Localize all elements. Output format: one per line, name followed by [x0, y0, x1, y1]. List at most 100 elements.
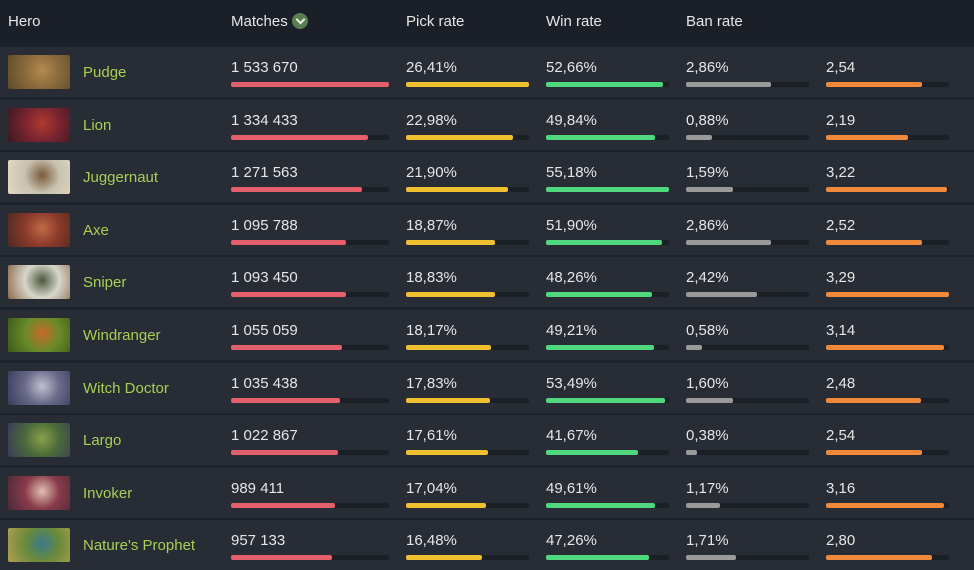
matches-bar-track	[231, 239, 389, 245]
header-matches[interactable]: Matches	[231, 13, 308, 30]
hero-portrait[interactable]	[8, 265, 70, 300]
table-row[interactable]: Largo 1 022 867 17,61% 41,67% 0,38% 2,54	[0, 415, 974, 466]
matches-bar-track	[231, 555, 389, 561]
ban-bar-track	[686, 397, 809, 403]
header-hero[interactable]: Hero	[8, 13, 41, 30]
hero-name-link[interactable]: Sniper	[83, 274, 127, 292]
header-win-rate[interactable]: Win rate	[546, 13, 602, 30]
matches-bar-fill	[231, 502, 336, 508]
table-row[interactable]: Sniper 1 093 450 18,83% 48,26% 2,42% 3,29	[0, 257, 974, 308]
matches-bar-fill	[231, 134, 369, 140]
hero-name-link[interactable]: Invoker	[83, 484, 133, 502]
table-row[interactable]: Lion 1 334 433 22,98% 49,84% 0,88% 2,19	[0, 99, 974, 150]
matches-bar-fill	[231, 345, 342, 350]
win-bar-fill	[546, 450, 639, 456]
header-pick-rate[interactable]: Pick rate	[406, 13, 465, 30]
ban-bar-fill	[686, 292, 758, 298]
hero-portrait[interactable]	[8, 475, 70, 510]
hero-name-link[interactable]: Nature's Prophet	[83, 537, 196, 555]
hero-name-link[interactable]: Windranger	[83, 327, 161, 344]
ban-bar-track	[686, 555, 809, 561]
pick-bar-track	[406, 292, 529, 298]
pick-bar-track	[406, 397, 529, 403]
pick-bar-track	[406, 187, 529, 193]
ban-bar-track	[686, 502, 809, 508]
table-row[interactable]: Pudge 1 533 670 26,41% 52,66% 2,86% 2,54	[0, 47, 974, 97]
table-row[interactable]: Witch Doctor 1 035 438 17,83% 53,49% 1,60% 2,…	[0, 362, 974, 413]
kda-value: 2,52	[826, 216, 856, 234]
hero-portrait[interactable]	[8, 528, 70, 563]
hero-portrait[interactable]	[8, 423, 70, 458]
win-bar-fill	[546, 292, 652, 298]
pick-bar-fill	[406, 292, 495, 298]
win-bar-fill	[546, 239, 662, 245]
hero-portrait[interactable]	[8, 212, 70, 247]
ban-value: 0,88%	[686, 111, 729, 129]
matches-bar-track	[231, 502, 389, 508]
table-row[interactable]: Nature's Prophet 957 133 16,48% 47,26% 1,71%…	[0, 520, 974, 570]
ban-bar-fill	[686, 134, 712, 140]
pick-bar-fill	[406, 82, 529, 87]
win-bar-track	[546, 292, 669, 298]
header-ban-rate[interactable]: Ban rate	[686, 13, 743, 30]
table-row[interactable]: Windranger 1 055 059 18,17% 49,21% 0,58% 3,14	[0, 310, 974, 360]
pick-value: 17,83%	[406, 374, 457, 392]
table-row[interactable]: Invoker 989 411 17,04% 49,61% 1,17% 3,16	[0, 467, 974, 518]
hero-portrait[interactable]	[8, 370, 70, 405]
pick-bar-fill	[406, 345, 491, 350]
win-value: 48,26%	[546, 269, 597, 287]
hero-name-link[interactable]: Axe	[83, 221, 109, 239]
win-value: 51,90%	[546, 216, 597, 234]
chevron-down-icon[interactable]	[291, 13, 308, 29]
ban-bar-fill	[686, 82, 771, 87]
kda-value: 2,80	[826, 532, 856, 550]
matches-value: 957 133	[231, 532, 286, 550]
matches-bar-track	[231, 82, 389, 87]
hero-name-link[interactable]: Juggernaut	[83, 169, 159, 187]
ban-bar-track	[686, 345, 809, 350]
hero-portrait[interactable]	[8, 107, 70, 142]
hero-name-link[interactable]: Lion	[83, 116, 112, 134]
kda-bar-fill	[826, 345, 945, 350]
pick-bar-fill	[406, 134, 513, 140]
header-matches-label[interactable]: Matches	[231, 13, 288, 30]
hero-name-link[interactable]: Pudge	[83, 64, 127, 81]
ban-bar-fill	[686, 450, 698, 456]
win-bar-fill	[546, 134, 656, 140]
pick-bar-fill	[406, 187, 509, 193]
matches-value: 989 411	[231, 479, 285, 497]
hero-portrait[interactable]	[8, 160, 70, 195]
kda-value: 2,54	[826, 427, 856, 445]
ban-value: 2,86%	[686, 59, 729, 76]
pick-value: 26,41%	[406, 59, 457, 76]
win-bar-track	[546, 450, 669, 456]
hero-portrait[interactable]	[8, 318, 70, 352]
ban-value: 2,86%	[686, 216, 729, 234]
pick-value: 22,98%	[406, 111, 457, 129]
table-row[interactable]: Axe 1 095 788 18,87% 51,90% 2,86% 2,52	[0, 204, 974, 255]
pick-value: 21,90%	[406, 164, 457, 182]
kda-bar-track	[826, 397, 949, 403]
matches-bar-track	[231, 397, 389, 403]
hero-name-link[interactable]: Witch Doctor	[83, 379, 169, 397]
kda-bar-fill	[826, 82, 922, 87]
kda-bar-fill	[826, 239, 922, 245]
pick-value: 17,04%	[406, 479, 457, 497]
kda-value: 2,54	[826, 59, 856, 76]
win-bar-track	[546, 502, 669, 508]
hero-name-link[interactable]: Largo	[83, 432, 122, 450]
win-value: 41,67%	[546, 427, 597, 445]
ban-bar-fill	[686, 397, 733, 403]
matches-value: 1 533 670	[231, 59, 298, 76]
kda-bar-fill	[826, 134, 909, 140]
kda-bar-fill	[826, 292, 949, 298]
ban-value: 1,17%	[686, 479, 729, 497]
kda-bar-fill	[826, 555, 932, 561]
ban-bar-track	[686, 292, 809, 298]
matches-value: 1 093 450	[231, 269, 298, 287]
pick-bar-track	[406, 450, 529, 456]
table-row[interactable]: Juggernaut 1 271 563 21,90% 55,18% 1,59% 3,22	[0, 152, 974, 203]
kda-value: 3,16	[826, 479, 856, 497]
hero-portrait[interactable]	[8, 55, 70, 89]
